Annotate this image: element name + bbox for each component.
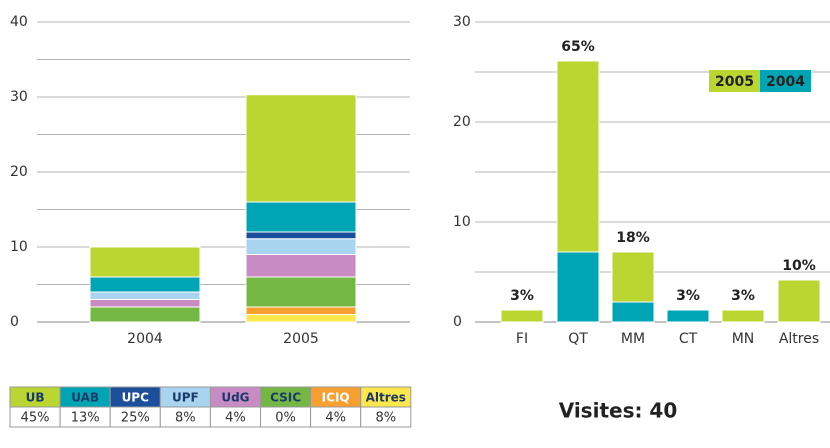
bar-segment [611,251,655,303]
bar-segment [611,301,655,323]
y-tick-label: 40 [10,14,28,30]
bar-label: 3% [731,288,755,304]
legend-label: 2004 [766,74,805,90]
table-value: 4% [225,411,246,426]
table-value: 4% [325,411,346,426]
y-tick-label: 30 [10,89,28,105]
table-header: UPF [172,391,199,405]
y-tick-label: 20 [10,164,28,180]
table-value: 45% [21,411,50,426]
bar-label: 18% [616,230,650,246]
caption: Visites: 40 [559,399,678,423]
y-tick-label: 30 [453,14,471,30]
bar-segment [245,94,357,203]
bar-segment [245,231,357,240]
x-tick-label: 2004 [127,331,163,347]
bar-segment [89,306,201,323]
bar-segment [245,306,357,315]
y-tick-label: 10 [453,214,471,230]
bar-segment [666,309,710,323]
bar-label: 10% [782,258,816,274]
bar-segment [556,60,600,253]
x-tick-label: CT [679,331,698,347]
bar-segment [89,276,201,293]
bar-segment [777,279,821,323]
bar-segment [245,201,357,233]
bar-label: 65% [561,39,595,55]
x-tick-label: FI [516,331,528,347]
table-header: CSIC [270,391,301,405]
legend-label: 2005 [715,74,754,90]
legend-swatch [709,70,760,92]
table-header: UAB [71,391,99,405]
y-tick-label: 10 [10,239,28,255]
x-tick-label: QT [568,331,588,347]
table-header: UB [26,391,45,405]
table-value: 13% [71,411,100,426]
bar-segment [89,246,201,278]
x-tick-label: Altres [779,331,819,347]
x-tick-label: MM [621,331,645,347]
x-tick-label: 2005 [283,331,319,347]
bar-segment [245,276,357,308]
table-header: ICIQ [322,391,350,405]
x-tick-label: MN [732,331,755,347]
bar-segment [245,238,357,255]
y-tick-label: 0 [10,314,19,330]
table-header: Altres [366,391,406,405]
bar-segment [89,291,201,300]
bar-label: 3% [676,288,700,304]
bar-segment [556,251,600,323]
bar-segment [245,254,357,278]
bar-segment [721,309,765,323]
table-value: 25% [121,411,150,426]
bar-segment [500,309,544,323]
y-tick-label: 0 [453,314,462,330]
table-value: 8% [175,411,196,426]
bar-segment [89,299,201,308]
table-header: UdG [221,391,249,405]
bar-label: 3% [510,288,534,304]
table-header: UPC [122,391,150,405]
table-value: 0% [275,411,296,426]
table-value: 8% [375,411,396,426]
y-tick-label: 20 [453,114,471,130]
bar-segment [245,314,357,323]
legend-swatch [760,70,811,92]
table-cell [360,406,412,428]
